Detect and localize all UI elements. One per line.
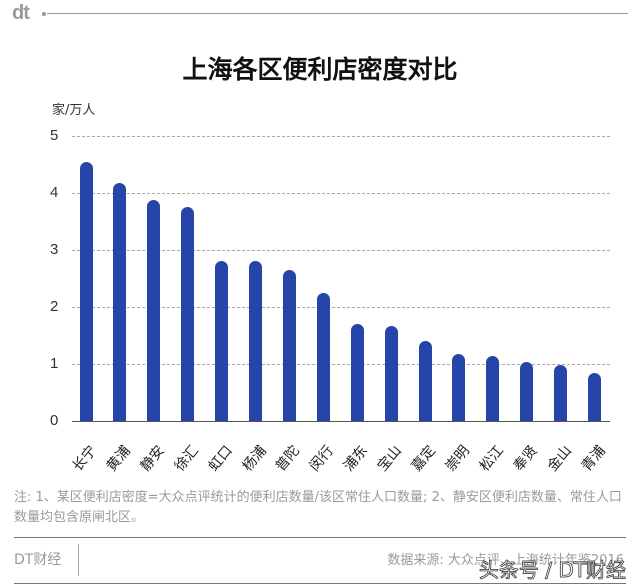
- dt-logo: dt: [12, 2, 30, 24]
- bar-金山: [554, 365, 568, 421]
- footer-divider-bottom: [14, 583, 626, 584]
- x-tick-label: 宝山: [374, 442, 405, 475]
- bar-闵行: [316, 292, 330, 421]
- x-tick-label: 杨浦: [239, 442, 270, 475]
- x-tick-label: 金山: [544, 442, 575, 475]
- y-tick-label: 1: [50, 355, 59, 372]
- y-tick-label: 0: [50, 412, 59, 429]
- brand-label: DT财经: [14, 552, 62, 568]
- x-tick-label: 虹口: [205, 442, 236, 475]
- bar-奉贤: [520, 362, 534, 421]
- y-tick-label: 4: [50, 184, 59, 201]
- x-tick-label: 青浦: [578, 442, 609, 475]
- bar-杨浦: [249, 261, 262, 421]
- bar-浦东: [350, 324, 364, 421]
- footnote: 注: 1、某区便利店密度=大众点评统计的便利店数量/该区常住人口数量; 2、静安…: [14, 490, 622, 525]
- bar-松江: [486, 356, 500, 421]
- y-tick-label: 5: [50, 127, 59, 144]
- bar-普陀: [282, 269, 296, 421]
- x-tick-label: 黄浦: [103, 442, 134, 475]
- x-tick-label: 奉贤: [510, 442, 541, 475]
- y-tick-label: 2: [50, 298, 59, 315]
- bar-黄浦: [113, 182, 127, 421]
- x-tick-label: 徐汇: [171, 442, 202, 475]
- bar-长宁: [79, 161, 93, 421]
- bar-虹口: [215, 261, 229, 421]
- gridline: [72, 364, 610, 365]
- bar-青浦: [588, 373, 601, 421]
- bar-宝山: [384, 325, 398, 421]
- bar-chart: 0 1 2 3 4 5 长宁 黄浦 静安 徐汇 虹口 杨浦 普陀 闵行 浦东 宝山 嘉定 崇明 松江 奉贤 金山 青浦: [50, 127, 610, 475]
- y-tick-label: 3: [50, 241, 59, 258]
- bar-静安: [147, 199, 161, 421]
- gridline: [72, 136, 610, 137]
- x-tick-label: 崇明: [442, 442, 473, 475]
- y-axis-unit: 家/万人: [52, 103, 96, 118]
- bar-嘉定: [418, 341, 432, 421]
- bar-崇明: [452, 353, 466, 421]
- x-axis-line: [72, 421, 610, 422]
- x-tick-label: 普陀: [273, 442, 304, 475]
- x-tick-label: 闵行: [306, 442, 338, 475]
- gridline: [72, 250, 610, 251]
- data-source: 数据来源: 大众点评、上海统计年鉴2016: [387, 553, 624, 568]
- x-tick-label: 长宁: [69, 442, 100, 475]
- top-divider: [47, 13, 628, 14]
- x-tick-label: 嘉定: [408, 442, 439, 475]
- chart-title: 上海各区便利店密度对比: [182, 55, 458, 84]
- x-tick-label: 松江: [476, 442, 507, 475]
- gridline: [72, 193, 610, 194]
- x-tick-label: 浦东: [340, 442, 372, 475]
- footer-divider-top: [14, 537, 626, 538]
- logo-dot: [42, 12, 46, 16]
- brand-separator: [78, 544, 79, 576]
- watermark: 头条号 / DT财经: [478, 558, 627, 583]
- x-tick-label: 静安: [137, 442, 168, 475]
- gridline: [72, 307, 610, 308]
- bar-徐汇: [181, 207, 195, 421]
